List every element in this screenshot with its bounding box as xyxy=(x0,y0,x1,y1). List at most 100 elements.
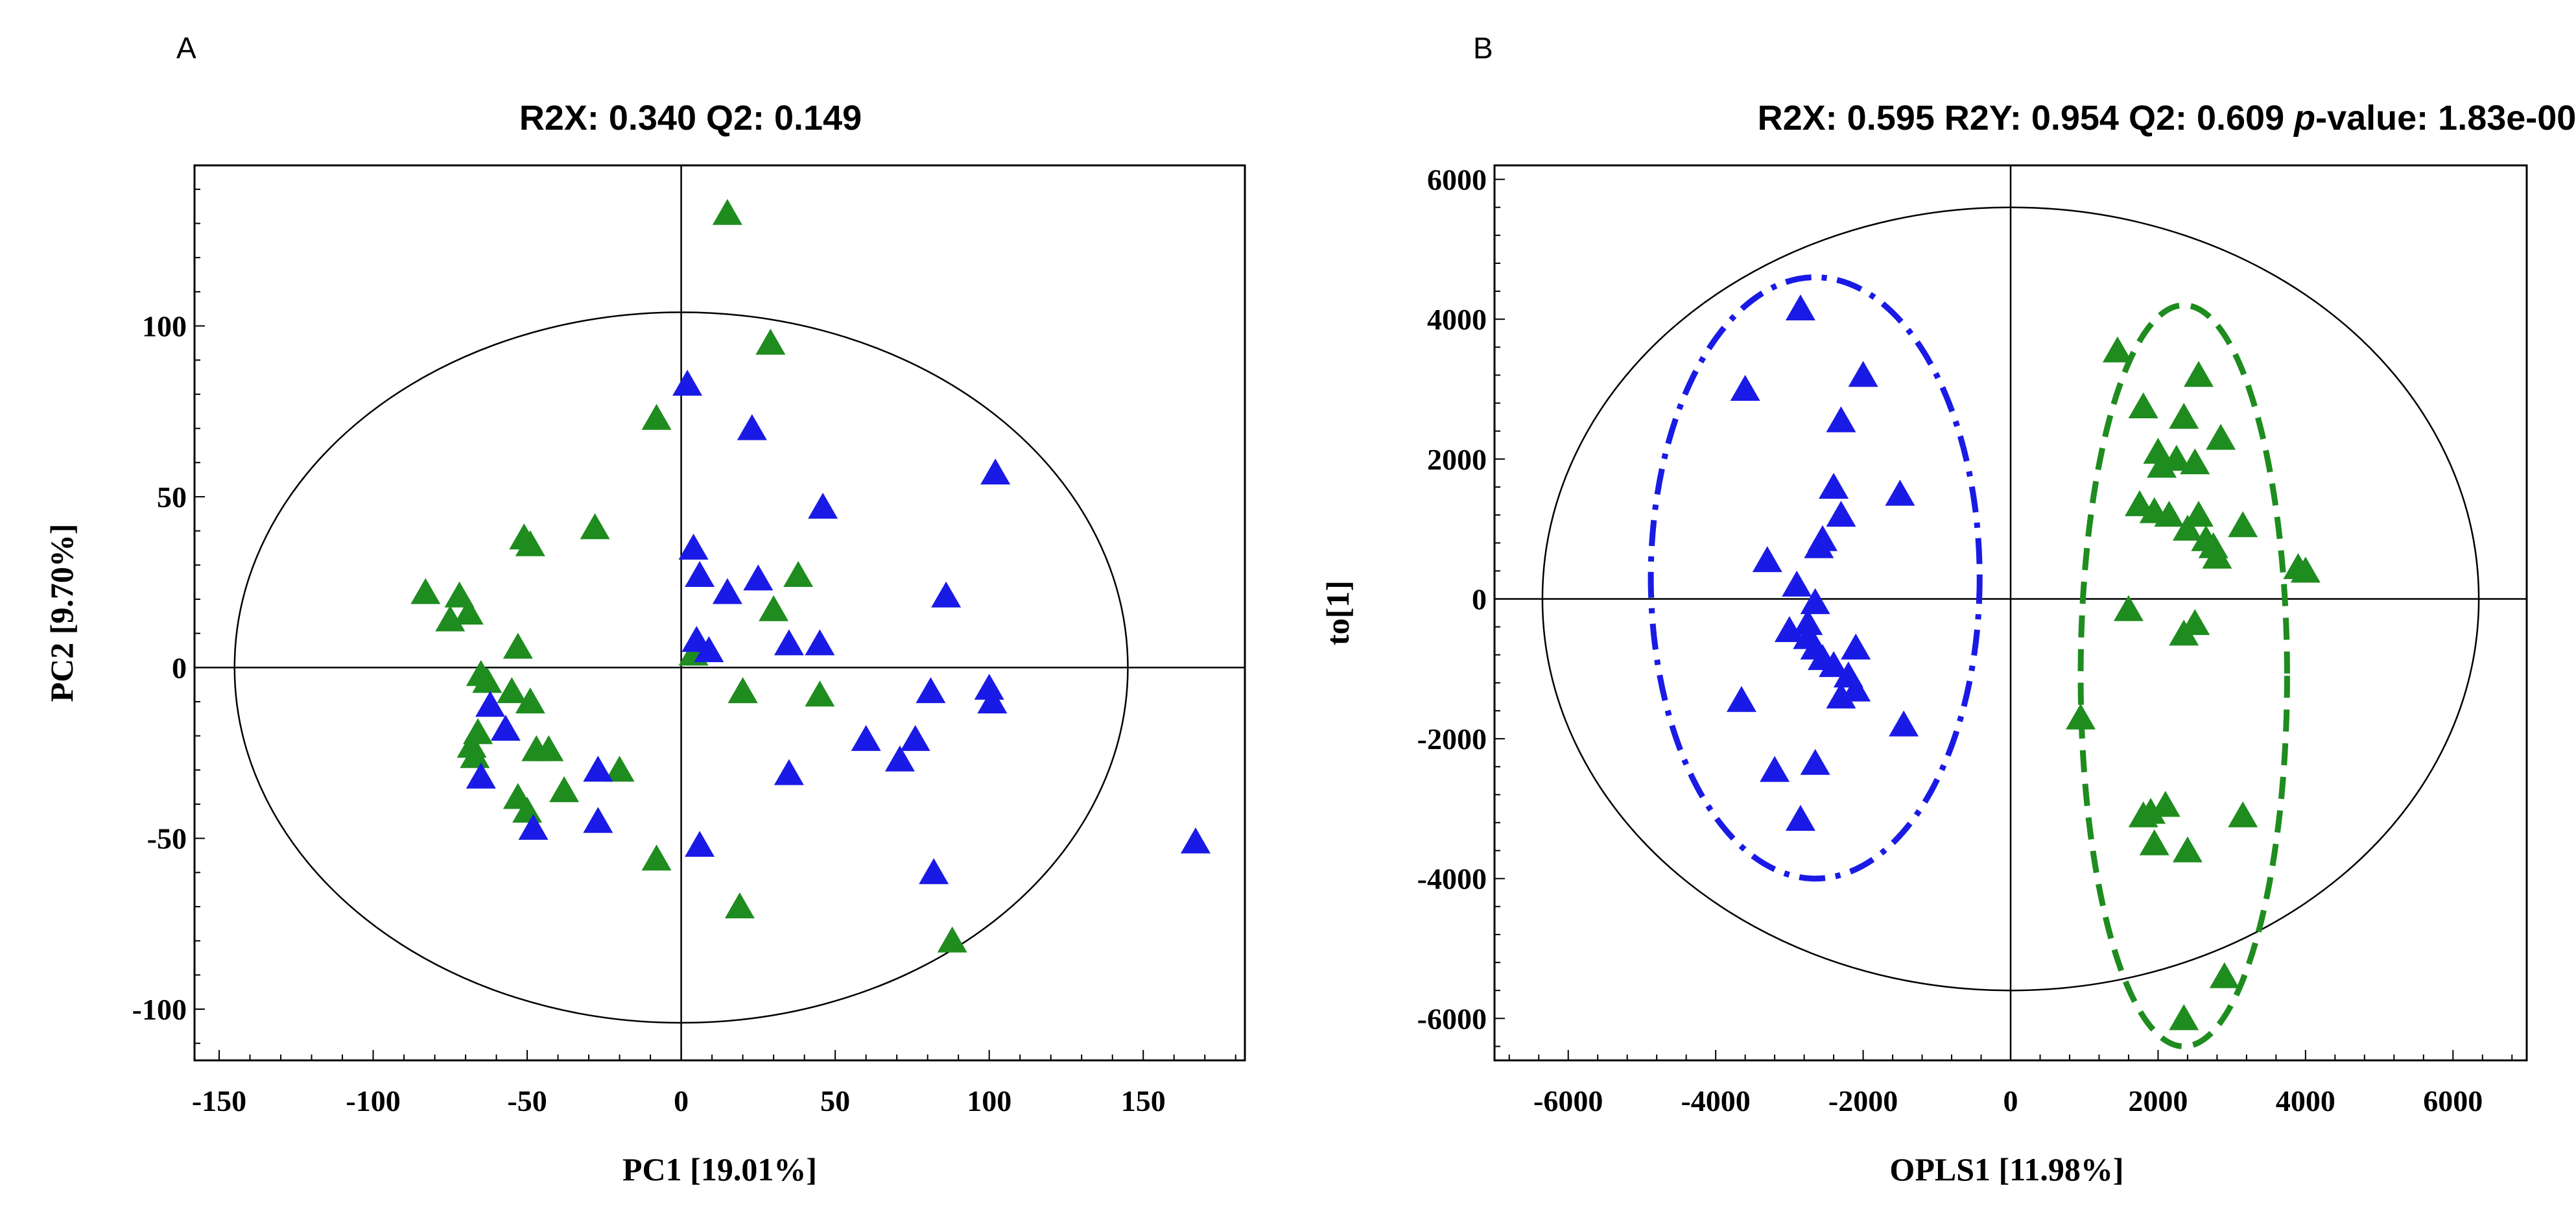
panel-a-green-marker xyxy=(472,667,502,693)
panel-b-green-marker xyxy=(2139,829,2169,855)
panel-b-y-axis-label: to[1] xyxy=(1319,580,1356,645)
panel-b-blue-marker xyxy=(1826,682,1856,709)
panel-b-y-tick-label: 0 xyxy=(1472,582,1487,615)
panel-a-y-tick-label: 100 xyxy=(142,310,187,343)
panel-b-x-tick-label: -6000 xyxy=(1533,1084,1603,1117)
panel-b-blue-marker xyxy=(1889,710,1919,737)
panel-a-green-marker xyxy=(604,756,635,782)
panel-a-blue-marker xyxy=(685,561,715,588)
panel-b-x-tick-label: 2000 xyxy=(2128,1084,2188,1117)
panel-a-blue-marker xyxy=(916,677,946,704)
panel-b-green-marker xyxy=(2136,798,2166,824)
panel-b-blue-marker xyxy=(1730,375,1760,401)
panel-a-green-marker xyxy=(727,677,758,704)
panel-a-x-axis-label: PC1 [19.01%] xyxy=(622,1151,817,1187)
panel-a-blue-marker xyxy=(518,813,549,840)
panel-a-green-marker xyxy=(641,403,672,430)
panel-a-letter: A xyxy=(176,31,196,65)
panel-a-x-tick-label: 150 xyxy=(1121,1084,1166,1117)
panel-a-x-tick-label: -100 xyxy=(346,1084,400,1117)
panel-a-blue-marker xyxy=(884,745,915,772)
panel-a-blue-marker xyxy=(805,629,835,656)
panel-a-y-axis-label: PC2 [9.70%] xyxy=(43,524,80,702)
panel-a-green-marker xyxy=(580,513,610,540)
panel-a-blue-marker xyxy=(977,687,1008,713)
panel-b-blue-marker xyxy=(1819,472,1849,499)
panel-a-x-tick-label: 0 xyxy=(674,1084,689,1117)
panel-a-x-tick-label: 100 xyxy=(967,1084,1011,1117)
panel-a-green-marker xyxy=(641,844,672,871)
panel-b-blue-marker xyxy=(1760,756,1790,782)
panel-b-origin-lines xyxy=(1495,165,2527,1060)
panel-b-green-marker xyxy=(2202,542,2232,569)
panel-b-ellipse-1 xyxy=(1541,206,2480,992)
panel-a-blue-marker xyxy=(678,533,709,560)
panel-a-y-tick-label: 0 xyxy=(172,651,187,684)
panel-b-blue-marker xyxy=(1785,805,1815,831)
panel-b-markers xyxy=(1726,294,2321,1031)
panel-b-title-part-2: -value: 1.83e-006 xyxy=(2315,99,2576,137)
panel-a-ticks xyxy=(195,188,1236,1060)
panel-a-blue-marker xyxy=(737,414,767,440)
panel-b-y-tick-label: -2000 xyxy=(1417,722,1487,756)
panel-b-green-marker xyxy=(2147,451,2177,478)
panel-a-ellipse-1 xyxy=(233,311,1129,1024)
panel-b-x-tick-label: -2000 xyxy=(1828,1084,1898,1117)
panel-a-blue-marker xyxy=(490,715,521,741)
panel-b-green-marker xyxy=(2172,836,2203,863)
panel-a-blue-marker xyxy=(694,636,724,662)
panel-a-blue-marker xyxy=(931,581,962,608)
panel-b-blue-marker xyxy=(1841,675,1871,702)
panel-b-ellipse-3 xyxy=(2077,302,2290,1049)
panel-b-green-marker xyxy=(2150,791,2180,817)
panel-b-green-marker xyxy=(2169,619,2199,646)
panel-b-y-tick-label: 6000 xyxy=(1427,163,1487,197)
panel-a-blue-marker xyxy=(712,578,742,604)
panel-a-x-tick-label: 50 xyxy=(820,1084,850,1117)
panel-b-green-marker xyxy=(2143,438,2173,464)
panel-a: A R2X: 0.340 Q2: 0.149 -150 -100 -50 0 50 100… xyxy=(43,31,1246,1187)
panel-a-blue-marker xyxy=(583,807,613,833)
panel-a-green-marker xyxy=(410,578,441,604)
panel-b-blue-marker xyxy=(1848,361,1878,387)
panel-a-x-tick-label: -150 xyxy=(192,1084,246,1117)
panel-a-blue-marker xyxy=(774,629,804,656)
panel-a-blue-marker xyxy=(774,759,804,785)
panel-a-blue-marker xyxy=(808,492,838,519)
panel-a-blue-marker xyxy=(980,459,1011,485)
panel-a-blue-marker xyxy=(743,564,774,591)
panel-b-blue-marker xyxy=(1826,406,1856,433)
panel-a-blue-marker xyxy=(919,858,949,885)
panel-a-green-marker xyxy=(515,687,545,713)
panel-b-blue-marker xyxy=(1841,633,1871,660)
panel-a-green-marker xyxy=(534,735,564,761)
panel-a-green-marker xyxy=(453,599,484,625)
panel-b-green-marker xyxy=(2180,448,2210,475)
panel-a-y-tick-labels: -100 -50 0 50 100 xyxy=(132,310,187,1026)
panel-a-blue-marker xyxy=(583,756,613,782)
panel-a-markers xyxy=(410,198,1211,953)
panel-b-blue-marker xyxy=(1782,570,1812,597)
panel-b-y-tick-label: -4000 xyxy=(1417,863,1487,896)
panel-a-green-marker xyxy=(444,581,475,608)
panel-b-x-tick-labels: -6000 -4000 -2000 0 2000 4000 6000 xyxy=(1533,1084,2483,1117)
panel-b-y-tick-label: 4000 xyxy=(1427,303,1487,336)
panel-b-green-marker xyxy=(2169,1004,2199,1031)
panel-b-blue-marker xyxy=(1726,686,1756,712)
panel-b-y-tick-label: -6000 xyxy=(1417,1002,1487,1035)
panel-a-blue-marker xyxy=(466,762,496,789)
panel-b-green-marker xyxy=(2154,501,2184,527)
panel-b-x-tick-label: 6000 xyxy=(2423,1084,2483,1117)
panel-a-green-marker xyxy=(712,198,742,225)
panel-b-blue-marker xyxy=(1819,650,1849,677)
panel-b-blue-marker xyxy=(1800,588,1830,614)
panel-b-green-marker xyxy=(2172,514,2203,541)
panel-a-green-marker xyxy=(549,776,580,802)
panel-b-green-marker xyxy=(2228,511,2258,538)
panel-b-blue-marker xyxy=(1800,748,1830,775)
panel-b-blue-marker xyxy=(1785,294,1815,321)
panel-b-x-tick-label: -4000 xyxy=(1681,1084,1750,1117)
panel-b-y-tick-label: 2000 xyxy=(1427,443,1487,476)
panel-b-blue-marker xyxy=(1804,532,1834,558)
panel-b-green-marker xyxy=(2290,556,2321,583)
